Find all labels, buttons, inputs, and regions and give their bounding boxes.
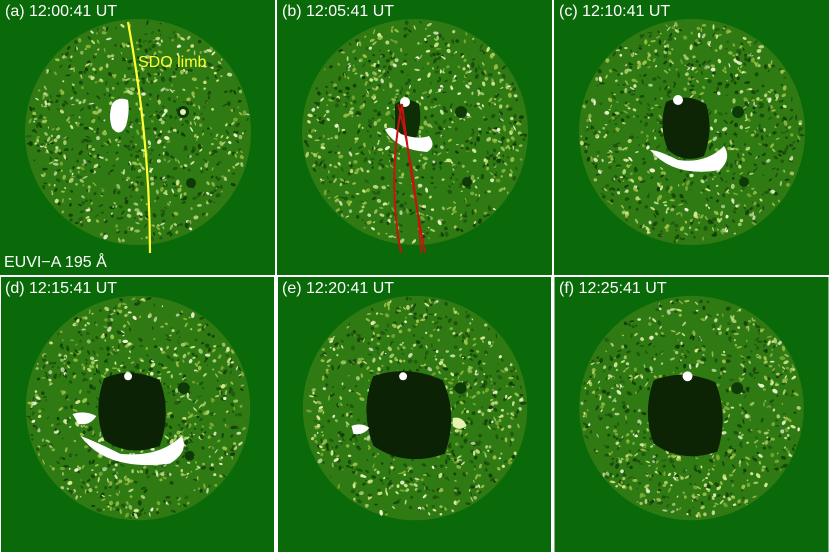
panel-label: (f) 12:25:41 UT [559,280,667,297]
panel-e: (e) 12:20:41 UT [277,277,552,552]
active-region-spot [124,372,133,381]
coronal-loop [393,103,403,254]
panel-d: (d) 12:15:41 UT [0,277,275,552]
active-region-spot [673,95,683,105]
panel-a: (a) 12:00:41 UT SDO limb EUVI−A 195 Å [0,0,275,275]
sdo-limb-line [126,21,152,254]
panel-d-image [0,277,275,552]
panel-label: (b) 12:05:41 UT [282,3,395,20]
panel-c-image [554,0,829,275]
coronal-loops [393,103,426,254]
panel-label: (d) 12:15:41 UT [5,280,118,297]
panel-f: (f) 12:25:41 UT [554,277,829,552]
active-region-spot [682,371,693,382]
active-region-spot [732,106,744,118]
panel-b-image [277,0,552,275]
bright-front [351,424,370,435]
panel-c: (c) 12:10:41 UT [554,0,829,275]
active-region-spot [184,450,195,461]
active-region-spot [399,372,408,381]
active-region-spot [455,106,467,118]
dimming-region [366,371,452,460]
active-region-spot [462,177,472,187]
active-region-spot [177,382,190,395]
coronal-loop [397,103,422,254]
bright-front [452,417,467,429]
active-region-spot [186,178,196,188]
active-region-spot [180,109,186,115]
sdo-limb-label: SDO limb [138,54,207,71]
eruption-features [351,371,467,460]
panel-label: (c) 12:10:41 UT [559,3,671,20]
instrument-label: EUVI−A 195 Å [4,254,107,271]
panel-a-image [0,0,275,275]
bright-front [650,146,728,172]
panel-label: (a) 12:00:41 UT [5,3,118,20]
bright-front [110,98,129,133]
bright-front [72,412,97,425]
dimming-region [98,372,166,451]
eruption-features [650,95,749,187]
coronal-loop [401,103,426,254]
eruption-features [647,371,744,457]
eruption-features [72,372,195,466]
active-region-spot [739,177,749,187]
panel-label: (e) 12:20:41 UT [282,280,395,297]
disk-texture [25,20,250,243]
panel-f-image [554,277,829,552]
bright-front [80,435,184,466]
dimming-region [647,374,723,457]
active-region-spot [454,382,467,395]
active-region-spot [731,382,744,395]
dimming-region [662,97,710,159]
panel-b: (b) 12:05:41 UT [277,0,552,275]
eruption-features [110,98,196,188]
panel-e-image [277,277,552,552]
